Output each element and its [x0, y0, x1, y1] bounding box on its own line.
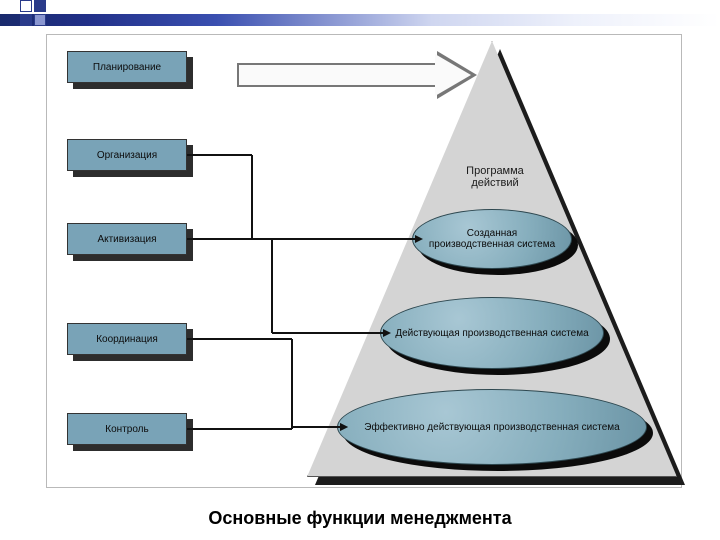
- decor-square: [20, 0, 32, 12]
- ellipse-label: Эффективно действующая производственная …: [364, 422, 619, 433]
- connector-control-h1: [187, 428, 292, 430]
- decor-square: [34, 14, 46, 26]
- function-box-control: Контроль: [67, 413, 193, 451]
- pyramid-ellipse-effective: Эффективно действующая производственная …: [337, 389, 647, 465]
- box-label: Координация: [96, 334, 158, 345]
- decor-square: [20, 14, 32, 26]
- connector-organization-h1: [187, 154, 252, 156]
- connector-activation-h2: [272, 332, 384, 334]
- connector-control-arrowhead: [340, 423, 348, 431]
- function-box-planning: Планирование: [67, 51, 193, 89]
- box-face: Координация: [67, 323, 187, 355]
- box-label: Контроль: [105, 424, 148, 435]
- function-box-coordination: Координация: [67, 323, 193, 361]
- function-box-organization: Организация: [67, 139, 193, 177]
- connector-activation-arrowhead: [383, 329, 391, 337]
- connector-activation-h1: [187, 238, 272, 240]
- ellipse-face: Созданная производственная система: [412, 209, 572, 269]
- box-face: Активизация: [67, 223, 187, 255]
- pyramid-top-label: Программа действий: [453, 165, 537, 189]
- caption-title: Основные функции менеджмента: [0, 508, 720, 529]
- ellipse-face: Действующая производственная система: [380, 297, 604, 369]
- decor-square: [34, 0, 46, 12]
- box-label: Организация: [97, 150, 157, 161]
- box-face: Контроль: [67, 413, 187, 445]
- diagram-canvas: Планирование Организация Активизация Коорди…: [46, 34, 682, 488]
- box-label: Активизация: [97, 234, 156, 245]
- connector-organization-v: [251, 155, 253, 239]
- arrow-head-fill: [435, 54, 471, 96]
- connector-coordination-v: [291, 339, 293, 427]
- arrow-shaft: [237, 63, 437, 87]
- gradient-strip: [0, 14, 720, 26]
- connector-control-h2: [292, 426, 341, 428]
- pyramid-ellipse-acting: Действующая производственная система: [380, 297, 604, 369]
- ellipse-label: Действующая производственная система: [395, 328, 588, 339]
- pyramid-top-label-l1: Программа: [466, 165, 524, 177]
- ellipse-label: Созданная производственная система: [423, 228, 561, 250]
- block-arrow: [237, 51, 487, 99]
- pyramid-top-label-l2: действий: [471, 177, 518, 189]
- connector-organization-h2: [252, 238, 416, 240]
- top-decoration: [0, 0, 720, 26]
- ellipse-face: Эффективно действующая производственная …: [337, 389, 647, 465]
- box-face: Организация: [67, 139, 187, 171]
- box-face: Планирование: [67, 51, 187, 83]
- pyramid-ellipse-created: Созданная производственная система: [412, 209, 572, 269]
- function-box-activation: Активизация: [67, 223, 193, 261]
- slide: Планирование Организация Активизация Коорди…: [0, 0, 720, 540]
- connector-coordination-h1: [187, 338, 292, 340]
- connector-organization-arrowhead: [415, 235, 423, 243]
- box-label: Планирование: [93, 62, 161, 73]
- connector-activation-v: [271, 239, 273, 333]
